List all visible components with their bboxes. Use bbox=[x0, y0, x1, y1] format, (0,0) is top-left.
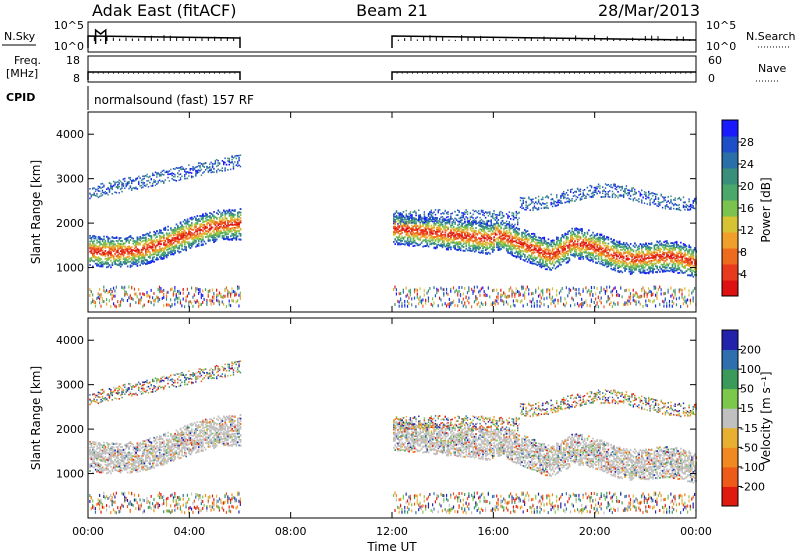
power-y-ticks: 4000 3000 2000 1000 bbox=[56, 128, 696, 275]
power-colorbar-tick-0: 28 bbox=[740, 136, 754, 149]
power-colorbar-label: Power [dB] bbox=[759, 177, 773, 242]
velocity-colorbar-block-1 bbox=[722, 466, 738, 487]
velocity-colorbar-block-8 bbox=[722, 330, 738, 351]
freq-trace bbox=[87, 71, 697, 80]
nsky-label: N.Sky bbox=[4, 30, 36, 43]
x-tick-label-6: 00:00 bbox=[680, 525, 712, 538]
velocity-colorbar-tick-4: -15 bbox=[740, 422, 758, 435]
velocity-colorbar-tick-7: -200 bbox=[740, 480, 765, 493]
power-colorbar-block-7 bbox=[722, 168, 738, 185]
velocity-panel: 4000 3000 2000 1000 Slant Range [km] bbox=[29, 317, 697, 519]
nsky-tick-high: 10^5 bbox=[54, 19, 84, 32]
x-axis-label: Time UT bbox=[366, 540, 417, 554]
velocity-colorbar-block-7 bbox=[722, 349, 738, 370]
power-colorbar-block-6 bbox=[722, 184, 738, 201]
velocity-colorbar-tick-1: 100 bbox=[740, 363, 761, 376]
velocity-colorbar-tick-2: 50 bbox=[740, 383, 754, 396]
velocity-colorbar-block-4 bbox=[722, 408, 738, 429]
velocity-y-ticks: 4000 3000 2000 1000 bbox=[56, 334, 696, 481]
nsearch-tick-high: 10^5 bbox=[706, 19, 736, 32]
x-tick-label-2: 08:00 bbox=[275, 525, 307, 538]
velocity-y-tick-3: 1000 bbox=[56, 468, 84, 481]
power-colorbar: 28 24 20 16 12 8 4 Power [dB] bbox=[721, 119, 773, 297]
power-scatter bbox=[89, 154, 697, 309]
power-colorbar-block-4 bbox=[722, 216, 738, 233]
power-colorbar-tick-4: 12 bbox=[740, 224, 754, 237]
cpid-label: CPID bbox=[6, 91, 35, 104]
freq-tick-high: 18 bbox=[66, 54, 80, 67]
velocity-y-tick-1: 3000 bbox=[56, 379, 84, 392]
velocity-colorbar-label: Velocity [m s⁻¹] bbox=[759, 371, 773, 464]
nsky-panel: N.Sky 10^5 10^0 10^5 10^0 N.Search bbox=[2, 19, 796, 53]
velocity-colorbar: 200 100 50 15 -15 -50 -100 -200 Velocity [m s⁻¹… bbox=[721, 329, 773, 507]
power-colorbar-block-8 bbox=[722, 152, 738, 169]
velocity-colorbar-block-6 bbox=[722, 369, 738, 390]
velocity-colorbar-tick-0: 200 bbox=[740, 344, 761, 357]
velocity-y-tick-0: 4000 bbox=[56, 334, 84, 347]
x-tick-label-5: 20:00 bbox=[579, 525, 611, 538]
velocity-colorbar-tick-3: 15 bbox=[740, 402, 754, 415]
power-colorbar-block-3 bbox=[722, 232, 738, 249]
freq-label: Freq. bbox=[14, 54, 41, 67]
freq-tick-low: 8 bbox=[73, 72, 80, 85]
power-colorbar-tick-2: 20 bbox=[740, 180, 754, 193]
x-tick-label-4: 16:00 bbox=[477, 525, 509, 538]
cpid-value: normalsound (fast) 157 RF bbox=[94, 93, 254, 107]
nsky-trace bbox=[87, 28, 697, 48]
nsearch-label: N.Search bbox=[746, 30, 796, 43]
x-axis: 00:00 04:00 08:00 12:00 16:00 20:00 00:00 bbox=[72, 112, 712, 538]
power-colorbar-block-10 bbox=[722, 120, 738, 137]
velocity-colorbar-tick-6: -100 bbox=[740, 461, 765, 474]
station-title: Adak East (fitACF) bbox=[92, 1, 236, 20]
power-y-tick-1: 3000 bbox=[56, 173, 84, 186]
velocity-colorbar-block-3 bbox=[722, 427, 738, 448]
nave-label: Nave bbox=[758, 62, 786, 75]
velocity-colorbar-tick-5: -50 bbox=[740, 441, 758, 454]
power-colorbar-tick-6: 4 bbox=[740, 268, 747, 281]
power-colorbar-tick-1: 24 bbox=[740, 158, 754, 171]
velocity-y-tick-2: 2000 bbox=[56, 423, 84, 436]
date-title: 28/Mar/2013 bbox=[598, 1, 700, 20]
velocity-scatter bbox=[89, 360, 697, 515]
x-tick-label-1: 04:00 bbox=[173, 525, 205, 538]
power-colorbar-block-2 bbox=[722, 248, 738, 265]
beam-title: Beam 21 bbox=[356, 1, 428, 20]
freq-unit: [MHz] bbox=[6, 67, 38, 80]
power-colorbar-block-5 bbox=[722, 200, 738, 217]
nave-tick-low: 0 bbox=[708, 72, 715, 85]
velocity-colorbar-block-2 bbox=[722, 447, 738, 468]
x-tick-label-3: 12:00 bbox=[376, 525, 408, 538]
nsearch-tick-low: 10^0 bbox=[706, 40, 736, 53]
freq-panel: Freq. [MHz] 18 8 60 0 Nave bbox=[6, 54, 786, 85]
power-y-tick-0: 4000 bbox=[56, 128, 84, 141]
power-colorbar-block-1 bbox=[722, 264, 738, 281]
power-colorbar-tick-5: 8 bbox=[740, 246, 747, 259]
velocity-colorbar-block-5 bbox=[722, 388, 738, 409]
power-y-tick-2: 2000 bbox=[56, 217, 84, 230]
x-tick-label-0: 00:00 bbox=[72, 525, 104, 538]
power-colorbar-block-0 bbox=[722, 280, 738, 297]
power-y-label: Slant Range [km] bbox=[29, 160, 43, 264]
nave-tick-high: 60 bbox=[708, 54, 722, 67]
nsky-tick-low: 10^0 bbox=[54, 40, 84, 53]
velocity-y-label: Slant Range [km] bbox=[29, 366, 43, 470]
power-colorbar-tick-3: 16 bbox=[740, 202, 754, 215]
power-panel: 4000 3000 2000 1000 Slant Range [km] bbox=[29, 111, 697, 313]
power-colorbar-block-9 bbox=[722, 136, 738, 153]
power-y-tick-3: 1000 bbox=[56, 262, 84, 275]
velocity-colorbar-block-0 bbox=[722, 486, 738, 507]
